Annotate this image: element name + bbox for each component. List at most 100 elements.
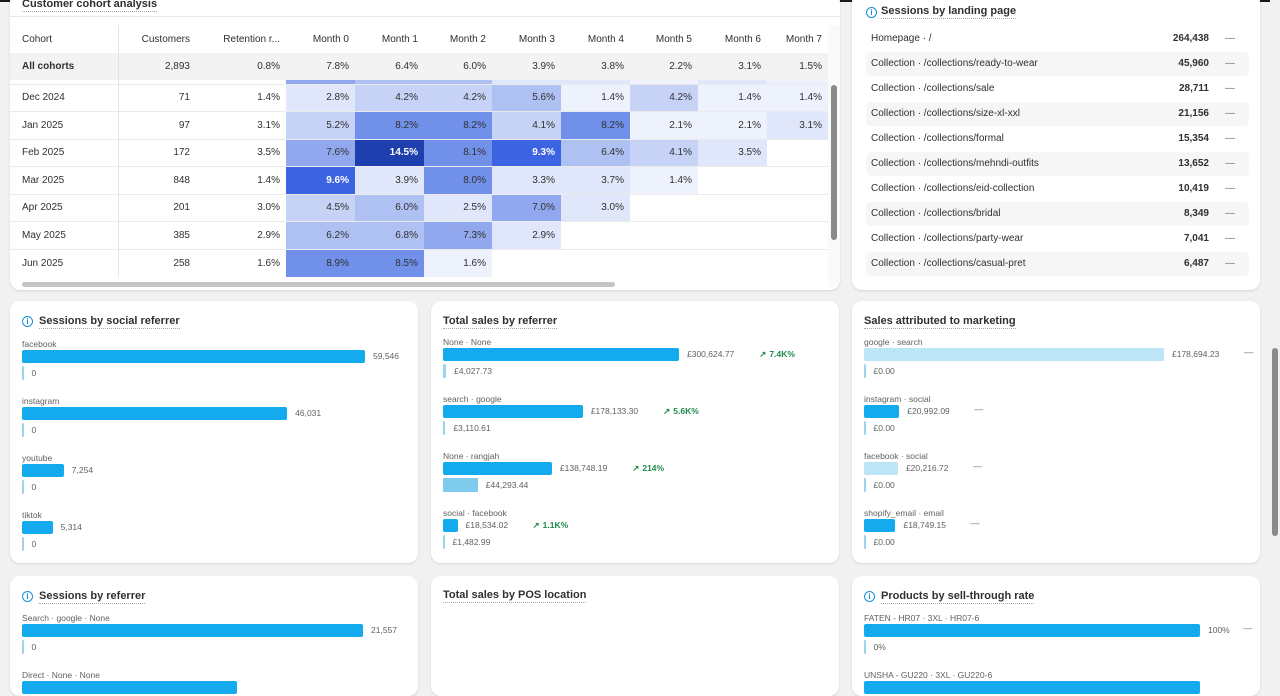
bar-sellthrough[interactable] <box>864 681 1200 694</box>
bar-marketing[interactable] <box>864 405 900 418</box>
table-cell: 0.8% <box>196 53 286 80</box>
bar-marketing[interactable] <box>864 348 1164 361</box>
landing-page-sessions: 28,711 <box>1178 83 1209 94</box>
bar-label: None · None <box>443 337 492 347</box>
bar-marketing[interactable] <box>864 462 898 475</box>
table-cell <box>767 166 828 194</box>
referrer-sales-card: Total sales by referrer None · None £300,… <box>431 301 839 563</box>
table-cell: 4.1% <box>492 111 561 139</box>
column-header[interactable]: Month 7 <box>785 33 822 45</box>
table-cell <box>767 221 828 249</box>
bar-referrer_sales[interactable] <box>443 519 458 532</box>
table-cell: 5.6% <box>492 83 561 112</box>
table-cell: 2.1% <box>630 111 698 139</box>
table-cell: Jan 2025 <box>10 111 119 139</box>
landing-page-row[interactable]: Collection · /collections/eid-collection… <box>866 177 1249 201</box>
cohort-vertical-scrollbar[interactable] <box>828 25 840 287</box>
bar-sellthrough[interactable] <box>864 624 1200 637</box>
marketing-title[interactable]: Sales attributed to marketing <box>864 315 1016 329</box>
column-header[interactable]: Retention r... <box>223 33 280 45</box>
scroll-thumb[interactable] <box>831 85 837 240</box>
table-cell <box>767 193 828 222</box>
table-cell <box>561 221 630 249</box>
heat-strip <box>10 80 119 84</box>
cohort-row: Dec 2024 71 1.4% 2.8% 4.2% 4.2% 5.6% 1.4% 4.2% 1.… <box>10 83 828 112</box>
column-header[interactable]: Month 0 <box>312 33 349 45</box>
table-cell: 6.0% <box>424 53 492 80</box>
scroll-thumb[interactable] <box>22 282 615 287</box>
cohort-horizontal-scrollbar[interactable] <box>10 280 828 288</box>
bar-label: facebook <box>22 339 57 349</box>
sessions-referrer-title[interactable]: Sessions by referrer <box>39 590 146 604</box>
landing-page-row[interactable]: Collection · /collections/casual-pret 6,4… <box>866 252 1249 276</box>
landing-page-label: Collection · /collections/size-xl-xxl <box>871 108 1020 119</box>
bar-social[interactable] <box>22 464 64 477</box>
bar-sessions_ref[interactable] <box>22 681 238 694</box>
table-cell <box>630 221 698 249</box>
bar-value: £18,534.02 <box>465 520 509 530</box>
no-change-indicator: — <box>1244 347 1254 357</box>
bar-marketing[interactable] <box>864 519 896 532</box>
bar-social[interactable] <box>22 521 53 534</box>
comparison-value: 0 <box>31 425 37 435</box>
bar-label: search · google <box>443 394 502 404</box>
landing-page-row[interactable]: Collection · /collections/formal 15,354 — <box>866 127 1249 151</box>
table-cell: 4.2% <box>630 83 698 112</box>
comparison-bar <box>864 535 866 549</box>
landing-page-row[interactable]: Collection · /collections/ready-to-wear 4… <box>866 52 1249 76</box>
cohort-row: Feb 2025 172 3.5% 7.6% 14.5% 8.1% 9.3% 6.4% 4.1%… <box>10 138 828 167</box>
comparison-value: 0 <box>31 482 37 492</box>
column-header[interactable]: Month 3 <box>518 33 555 45</box>
trend-up-value: ↗ 214% <box>632 463 664 474</box>
landing-page-row[interactable]: Collection · /collections/party-wear 7,04… <box>866 227 1249 251</box>
landing-page-label: Collection · /collections/mehndi-outfits <box>871 158 1039 169</box>
column-header[interactable]: Month 4 <box>587 33 624 45</box>
comparison-value: 0 <box>31 539 37 549</box>
bar-referrer_sales[interactable] <box>443 405 583 418</box>
table-cell: 3.5% <box>196 138 286 167</box>
landing-page-row[interactable]: Collection · /collections/bridal 8,349 — <box>866 202 1249 226</box>
bar-sessions_ref[interactable] <box>22 624 363 637</box>
pos-sales-card: Total sales by POS location <box>431 576 839 696</box>
pos-title[interactable]: Total sales by POS location <box>443 589 587 603</box>
landing-page-row[interactable]: Homepage · / 264,438 — <box>866 27 1249 51</box>
column-header[interactable]: Month 2 <box>449 33 486 45</box>
info-icon[interactable]: i <box>866 7 877 18</box>
table-cell: 8.1% <box>424 138 492 167</box>
cohort-title[interactable]: Customer cohort analysis <box>22 0 158 12</box>
social-referrer-card: i Sessions by social referrer facebook 59… <box>10 301 418 563</box>
column-header[interactable]: Customers <box>141 33 190 45</box>
landing-page-row[interactable]: Collection · /collections/size-xl-xxl 21,… <box>866 102 1249 126</box>
bar-referrer_sales[interactable] <box>443 348 679 361</box>
bar-label: FATEN - HR07 · 3XL · HR07-6 <box>864 613 980 623</box>
bar-referrer_sales[interactable] <box>443 462 552 475</box>
info-icon[interactable]: i <box>22 591 33 602</box>
landing-page-row[interactable]: Collection · /collections/sale 28,711 — <box>866 77 1249 101</box>
comparison-bar <box>22 537 24 551</box>
column-header[interactable]: Cohort <box>10 25 119 53</box>
info-icon[interactable]: i <box>864 591 875 602</box>
landing-page-label: Homepage · / <box>871 33 932 44</box>
table-cell: 2.8% <box>286 83 355 112</box>
table-cell: 3.8% <box>561 53 630 80</box>
bar-social[interactable] <box>22 407 288 420</box>
landing-page-sessions: 8,349 <box>1183 208 1209 219</box>
column-header[interactable]: Month 5 <box>655 33 692 45</box>
trend-up-arrow-icon: ↗ <box>759 349 767 359</box>
info-icon[interactable]: i <box>22 316 33 327</box>
landing-page-row[interactable]: Collection · /collections/mehndi-outfits… <box>866 152 1249 176</box>
no-change-indicator: — <box>974 404 984 414</box>
sell-through-title[interactable]: Products by sell-through rate <box>881 590 1035 604</box>
column-header[interactable]: Month 6 <box>724 33 761 45</box>
bar-social[interactable] <box>22 350 365 363</box>
column-header[interactable]: Month 1 <box>381 33 418 45</box>
page-scroll-thumb[interactable] <box>1272 348 1278 536</box>
trend-value: 5.6K% <box>673 406 699 416</box>
page-scrollbar[interactable] <box>1270 0 1280 686</box>
landing-title[interactable]: Sessions by landing page <box>881 5 1017 19</box>
referrer-sales-title[interactable]: Total sales by referrer <box>443 315 558 329</box>
landing-page-label: Collection · /collections/formal <box>871 133 1004 144</box>
table-cell: 6.8% <box>355 221 424 249</box>
social-title[interactable]: Sessions by social referrer <box>39 315 180 329</box>
table-cell: 6.2% <box>286 221 355 249</box>
